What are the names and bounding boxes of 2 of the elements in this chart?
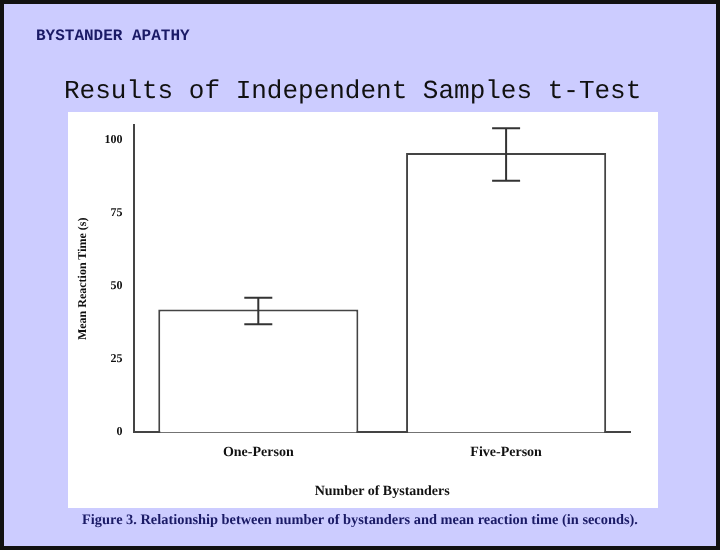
chart-title: Results of Independent Samples t-Test — [64, 76, 642, 106]
chart-subtitle: BYSTANDER APATHY — [36, 28, 190, 46]
